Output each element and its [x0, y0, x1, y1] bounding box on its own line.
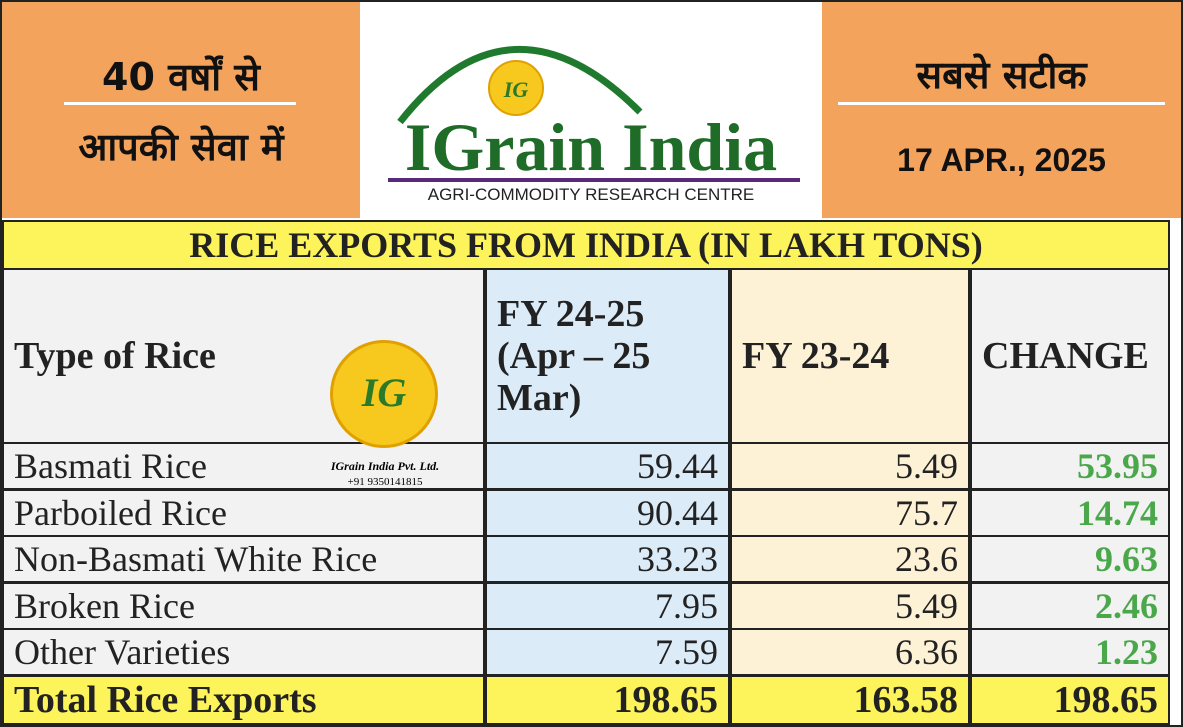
value-cell: 59.44: [485, 442, 730, 490]
total-cell: Total Rice Exports: [2, 675, 485, 725]
value-cell: 7.95: [485, 581, 730, 630]
logo-badge: [488, 60, 544, 116]
total-cell: 163.58: [730, 675, 970, 725]
value-cell: 5.49: [730, 581, 970, 630]
left-panel: 40 वर्षों से आपकी सेवा में: [2, 2, 360, 218]
column-header: FY 24-25 (Apr – 25 Mar): [485, 268, 730, 444]
watermark-badge: IG: [330, 340, 438, 448]
table-title: RICE EXPORTS FROM INDIA (IN LAKH TONS): [2, 220, 1170, 270]
column-header: CHANGE: [970, 268, 1170, 444]
logo-badge-text: IG: [503, 77, 529, 102]
row-label: Broken Rice: [2, 581, 485, 630]
value-cell: 5.49: [730, 442, 970, 490]
value-cell: 75.7: [730, 488, 970, 537]
right-panel: सबसे सटीक 17 APR., 2025: [822, 2, 1181, 218]
logo-panel: IG IGrain India AGRI-COMMODITY RESEARCH …: [360, 2, 822, 218]
value-cell: 1.23: [970, 628, 1170, 677]
divider: [838, 102, 1165, 105]
logo: IG IGrain India AGRI-COMMODITY RESEARCH …: [388, 46, 800, 204]
column-header: FY 23-24: [730, 268, 970, 444]
value-cell: 23.6: [730, 535, 970, 584]
total-cell: 198.65: [485, 675, 730, 725]
value-cell: 7.59: [485, 628, 730, 677]
watermark-phone: +91 9350141815: [347, 476, 423, 488]
value-cell: 53.95: [970, 442, 1170, 490]
value-cell: 2.46: [970, 581, 1170, 630]
tagline-3: सबसे सटीक: [916, 53, 1087, 97]
total-cell: 198.65: [970, 675, 1170, 725]
value-cell: 33.23: [485, 535, 730, 584]
value-cell: 14.74: [970, 488, 1170, 537]
tagline-2: आपकी सेवा में: [78, 125, 284, 169]
divider: [64, 102, 296, 105]
value-cell: 9.63: [970, 535, 1170, 584]
watermark-company: IGrain India Pvt. Ltd.: [330, 459, 440, 473]
value-cell: 6.36: [730, 628, 970, 677]
row-label: Other Varieties: [2, 628, 485, 677]
tagline-1: 40 वर्षों से: [102, 55, 260, 99]
date: 17 APR., 2025: [897, 142, 1106, 178]
row-label: Basmati Rice: [2, 442, 485, 490]
logo-tagline: AGRI-COMMODITY RESEARCH CENTRE: [428, 185, 755, 204]
row-label: Parboiled Rice: [2, 488, 485, 537]
logo-name: IGrain India: [405, 109, 777, 185]
row-label: Non-Basmati White Rice: [2, 535, 485, 584]
logo-arc: [397, 46, 643, 125]
value-cell: 90.44: [485, 488, 730, 537]
